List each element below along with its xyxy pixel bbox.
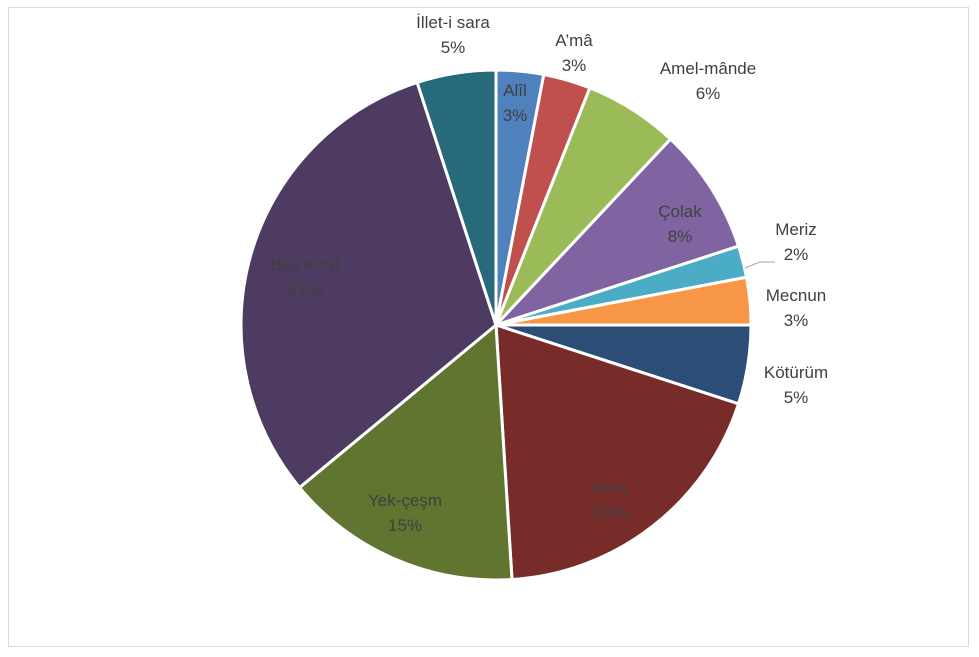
pie-slice-8	[298, 323, 514, 582]
slice-label-1: A’mâ 3%	[555, 31, 593, 75]
pie-slice-9	[239, 80, 498, 490]
leader-lines-group	[744, 261, 775, 269]
slice-label-3: Çolak 8%	[658, 202, 702, 246]
pie-slice-7	[494, 323, 741, 581]
slice-label-4: Meriz 2%	[775, 220, 817, 264]
slice-label-7: A’reç 19%	[591, 478, 629, 522]
labels-group: Alîl 3% A’mâ 3% Amel-mânde 6% Çolak 8% Meriz 2% Me…	[271, 13, 829, 535]
pie-slice-3	[494, 137, 741, 327]
slice-label-10: İllet-i sara 5%	[416, 13, 490, 57]
slice-label-6: Kötürüm 5%	[764, 363, 828, 407]
leader-line-meriz	[744, 261, 775, 269]
slices-group	[239, 68, 753, 582]
pie-slice-10	[415, 68, 498, 327]
slice-label-9: Bila evlat 31%	[271, 255, 340, 299]
slice-label-8: Yek-çeşm 15%	[368, 491, 442, 535]
slice-label-0: Alîl 3%	[503, 81, 528, 125]
slice-label-2: Amel-mânde 6%	[660, 59, 756, 103]
slice-label-5: Mecnun 3%	[766, 286, 826, 330]
